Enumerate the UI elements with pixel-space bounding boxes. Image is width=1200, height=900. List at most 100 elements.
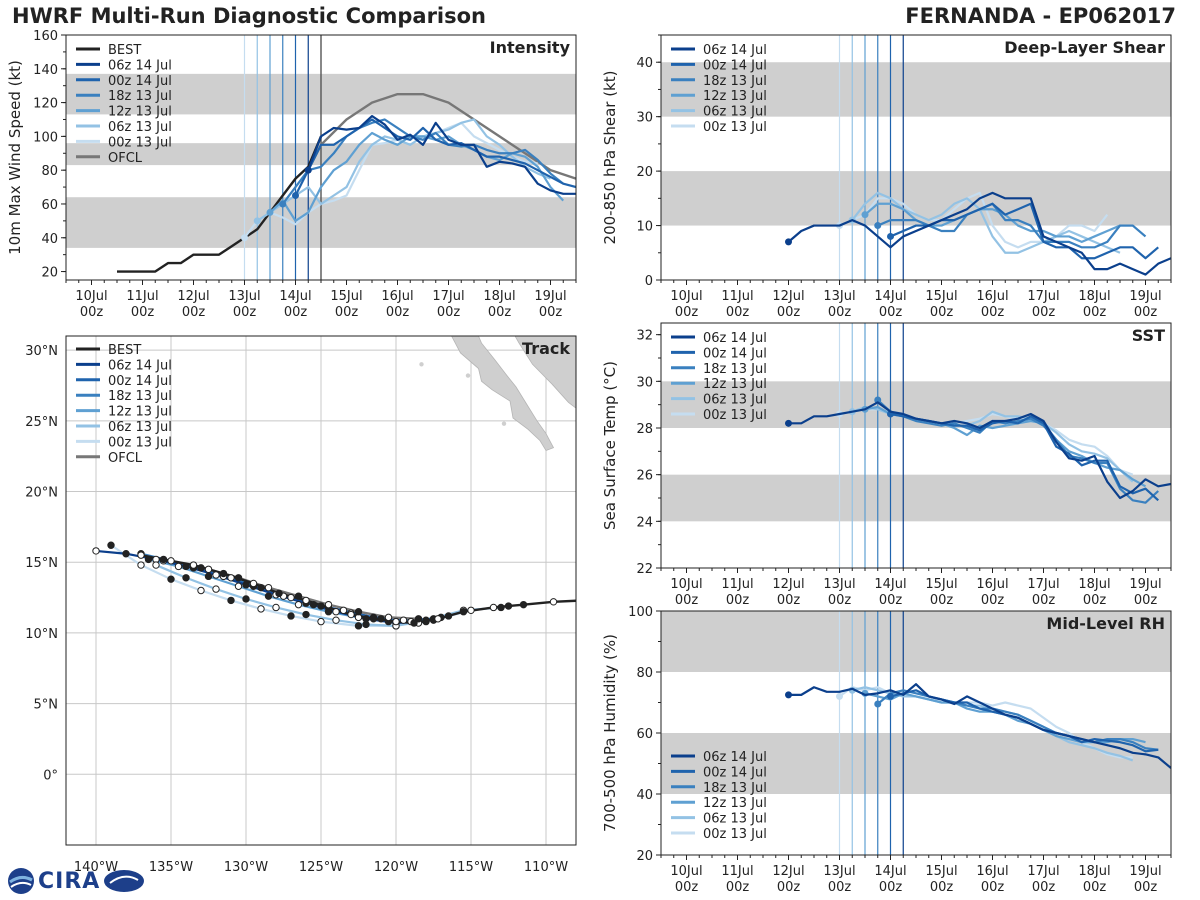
track-best-marker [489, 603, 498, 612]
track-series-marker-0 [242, 581, 250, 589]
shear-ytick-label: 40 [636, 56, 653, 71]
track-series-marker-5 [467, 606, 475, 614]
intensity-xtick-label: 17Jul [432, 289, 464, 304]
track-frame [65, 335, 577, 846]
intensity-xtick-label: 14Jul [279, 289, 311, 304]
sst-ytick-label: 30 [636, 375, 653, 390]
shear-xtick-label: 11Jul [721, 289, 753, 304]
track-title: Track [522, 339, 570, 358]
track-best-marker [159, 555, 168, 564]
track-series-marker-5 [354, 622, 363, 630]
rh-legend-label: 00z 14 Jul [703, 765, 767, 780]
rh-xtick-label: 15Jul [925, 864, 957, 879]
rh-xtick-label: 00z [1032, 880, 1056, 895]
shear-xtick-label: 00z [879, 305, 903, 320]
intensity-xtick-label: 15Jul [330, 289, 362, 304]
track-series-marker-3 [174, 562, 183, 571]
sst-xtick-label: 11Jul [721, 577, 753, 592]
rh-xtick-label: 00z [879, 880, 903, 895]
track-series-marker-2 [197, 564, 205, 572]
track-series-marker-2 [167, 557, 175, 565]
intensity-ytick-label: 120 [33, 97, 58, 112]
track-series-marker-0 [92, 547, 100, 555]
shear-xtick-label: 00z [981, 305, 1005, 320]
track-series-marker-0 [332, 608, 340, 616]
track-ofcl-marker [324, 600, 333, 609]
rh-plot-area [661, 611, 1171, 855]
rh-xtick-label: 00z [777, 880, 801, 895]
intensity-series-line-1 [294, 118, 576, 197]
sst-xtick-label: 16Jul [976, 577, 1008, 592]
intensity-ytick-label: 80 [41, 164, 58, 179]
track-best-marker [369, 615, 378, 623]
track-lon-label: 125°W [299, 860, 343, 875]
island-landmass [465, 373, 471, 378]
shear-legend-label: 06z 14 Jul [703, 43, 767, 58]
track-series-marker-4 [272, 603, 280, 612]
shear-xtick-label: 10Jul [670, 289, 702, 304]
rh-legend-label: 06z 14 Jul [703, 750, 767, 765]
shear-xtick-label: 15Jul [925, 289, 957, 304]
track-series-marker-1 [339, 606, 348, 614]
intensity-xtick-label: 00z [386, 305, 410, 320]
track-series-marker-2 [227, 574, 235, 582]
rh-xtick-label: 11Jul [721, 864, 753, 879]
sst-legend-label: 06z 13 Jul [703, 393, 767, 408]
sst-series-start-marker-0 [785, 419, 792, 427]
shear-legend-label: 00z 14 Jul [703, 58, 767, 73]
track-ofcl-marker [294, 592, 303, 600]
track-best-marker [302, 596, 310, 605]
rh-xtick-label: 17Jul [1027, 864, 1059, 879]
shear-panel: 01020304010Jul00z11Jul00z12Jul00z13Jul00… [601, 34, 1172, 320]
rh-ytick-label: 60 [636, 727, 653, 742]
track-best-marker [392, 617, 400, 626]
track-best-marker [275, 589, 283, 598]
intensity-xtick-label: 16Jul [381, 289, 413, 304]
intensity-best-line [117, 135, 323, 273]
rh-title: Mid-Level RH [1046, 614, 1165, 633]
track-series-marker-4 [362, 620, 370, 629]
track-lat-label: 15°N [25, 556, 58, 571]
intensity-series-start-marker-2 [279, 200, 287, 208]
track-best-marker [219, 569, 228, 578]
intensity-legend-label: 06z 14 Jul [108, 58, 172, 73]
shear-legend-label: 06z 13 Jul [703, 105, 767, 120]
shear-series-line-0 [787, 191, 1171, 276]
sst-xtick-label: 00z [1032, 593, 1056, 608]
track-ofcl-marker [234, 574, 243, 582]
intensity-xtick-label: 00z [539, 305, 563, 320]
track-ofcl-marker [264, 583, 273, 592]
intensity-xtick-label: 00z [437, 305, 461, 320]
intensity-xtick-label: 00z [131, 305, 155, 320]
track-series-marker-2 [317, 602, 325, 610]
track-series-marker-3 [294, 600, 303, 609]
shear-xtick-label: 18Jul [1078, 289, 1110, 304]
island-landmass [534, 425, 540, 431]
shear-title: Deep-Layer Shear [1004, 38, 1165, 57]
shear-series-line-4 [851, 191, 1121, 254]
storm-id-title: FERNANDA - EP062017 [905, 4, 1176, 28]
track-lat-label: 5°N [34, 698, 59, 713]
intensity-panel: 2040608010012014016010Jul00z11Jul00z12Ju… [6, 29, 577, 320]
sst-xtick-label: 00z [930, 593, 954, 608]
track-series-marker-4 [332, 616, 340, 624]
shear-series-start-marker-1 [887, 232, 894, 240]
shear-ytick-label: 0 [645, 274, 653, 289]
track-best-marker [189, 561, 198, 569]
track-series-marker-0 [122, 550, 130, 558]
mexico-mainland-landmass [514, 336, 576, 409]
rh-xtick-label: 00z [828, 880, 852, 895]
sst-xtick-label: 17Jul [1027, 577, 1059, 592]
shear-xtick-label: 00z [1083, 305, 1107, 320]
rh-series-start-marker-1 [887, 692, 894, 700]
track-lon-label: 130°W [224, 860, 268, 875]
track-series-marker-2 [257, 583, 265, 592]
track-series-marker-5 [257, 605, 265, 613]
track-ofcl-marker [414, 615, 423, 623]
rh-xtick-label: 19Jul [1129, 864, 1161, 879]
track-best-marker [519, 600, 528, 609]
shear-legend-label: 12z 13 Jul [703, 89, 767, 104]
track-series-marker-2 [377, 615, 385, 623]
track-legend-label: 12z 13 Jul [108, 405, 172, 420]
rh-series-start-marker-5 [836, 692, 843, 700]
